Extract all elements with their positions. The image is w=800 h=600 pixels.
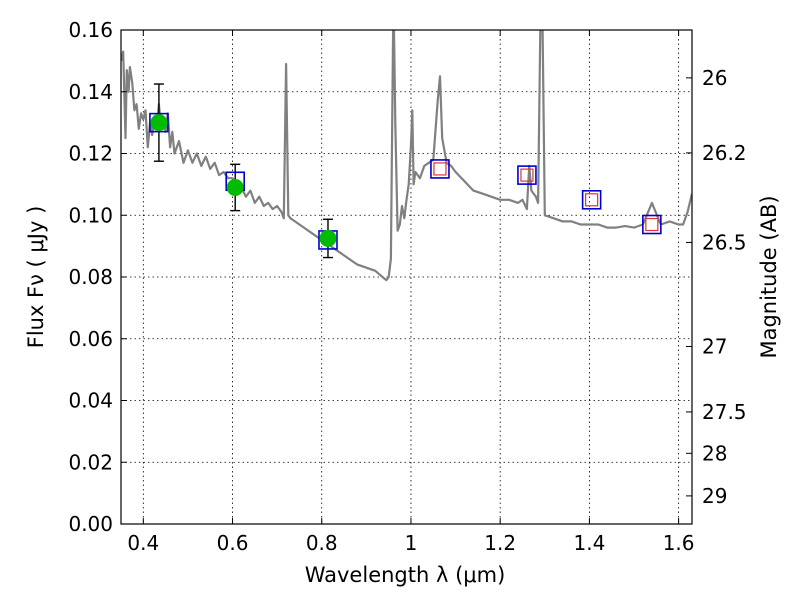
x-tick-label: 1.6 (663, 531, 695, 555)
y-tick-label: 0.14 (68, 80, 113, 104)
x-tick-label: 0.8 (306, 531, 338, 555)
model-photometry-box (581, 190, 602, 210)
y-ticks: 0.00 0.02 0.04 0.06 0.08 0.10 0.12 0.14 0.16 (68, 18, 127, 536)
model-photometry-box (642, 214, 662, 235)
y-tick-label: 0.00 (68, 512, 113, 536)
right-tick-label: 28 (702, 441, 727, 465)
y-tick-label: 0.10 (68, 203, 113, 227)
observed-point (226, 178, 244, 196)
model-photometry-box (149, 112, 169, 133)
data-markers (149, 83, 662, 259)
y-tick-label: 0.06 (68, 327, 113, 351)
x-tick-label: 1.4 (573, 531, 605, 555)
x-tick-label: 1.2 (484, 531, 516, 555)
right-tick-label: 27 (702, 334, 727, 358)
y-axis-title: Flux Fν ( μJy ) (24, 206, 48, 349)
right-axis-title: Magnitude (AB) (757, 195, 781, 358)
y-tick-label: 0.08 (68, 265, 113, 289)
y-tick-label: 0.02 (68, 450, 113, 474)
x-axis-title: Wavelength λ (μm) (305, 563, 506, 587)
y-tick-label: 0.16 (68, 18, 113, 42)
model-photometry-box (517, 165, 537, 185)
x-ticks: 0.4 0.6 0.8 1 1.2 1.4 1.6 (127, 30, 695, 555)
right-tick-label: 26.2 (702, 141, 747, 165)
model-spectrum-line (121, 30, 692, 282)
observed-point (319, 229, 337, 247)
model-photometry-box (430, 159, 450, 179)
right-tick-label: 26 (702, 66, 727, 90)
y-tick-label: 0.04 (68, 389, 113, 413)
x-tick-label: 0.4 (127, 531, 159, 555)
prediction-box (433, 162, 447, 176)
right-tick-label: 26.5 (702, 230, 747, 254)
y-tick-label: 0.12 (68, 142, 113, 166)
x-tick-label: 1 (405, 531, 418, 555)
right-ticks: 26 26.2 26.5 27 27.5 28 29 (686, 66, 747, 508)
x-tick-label: 0.6 (217, 531, 249, 555)
prediction-box (520, 168, 534, 182)
model-spectrum (121, 30, 692, 282)
grid-lines (121, 30, 692, 524)
right-tick-label: 27.5 (702, 400, 747, 424)
right-tick-label: 29 (702, 484, 727, 508)
prediction-box (585, 193, 599, 207)
observed-point (150, 114, 168, 132)
prediction-box (645, 217, 659, 232)
